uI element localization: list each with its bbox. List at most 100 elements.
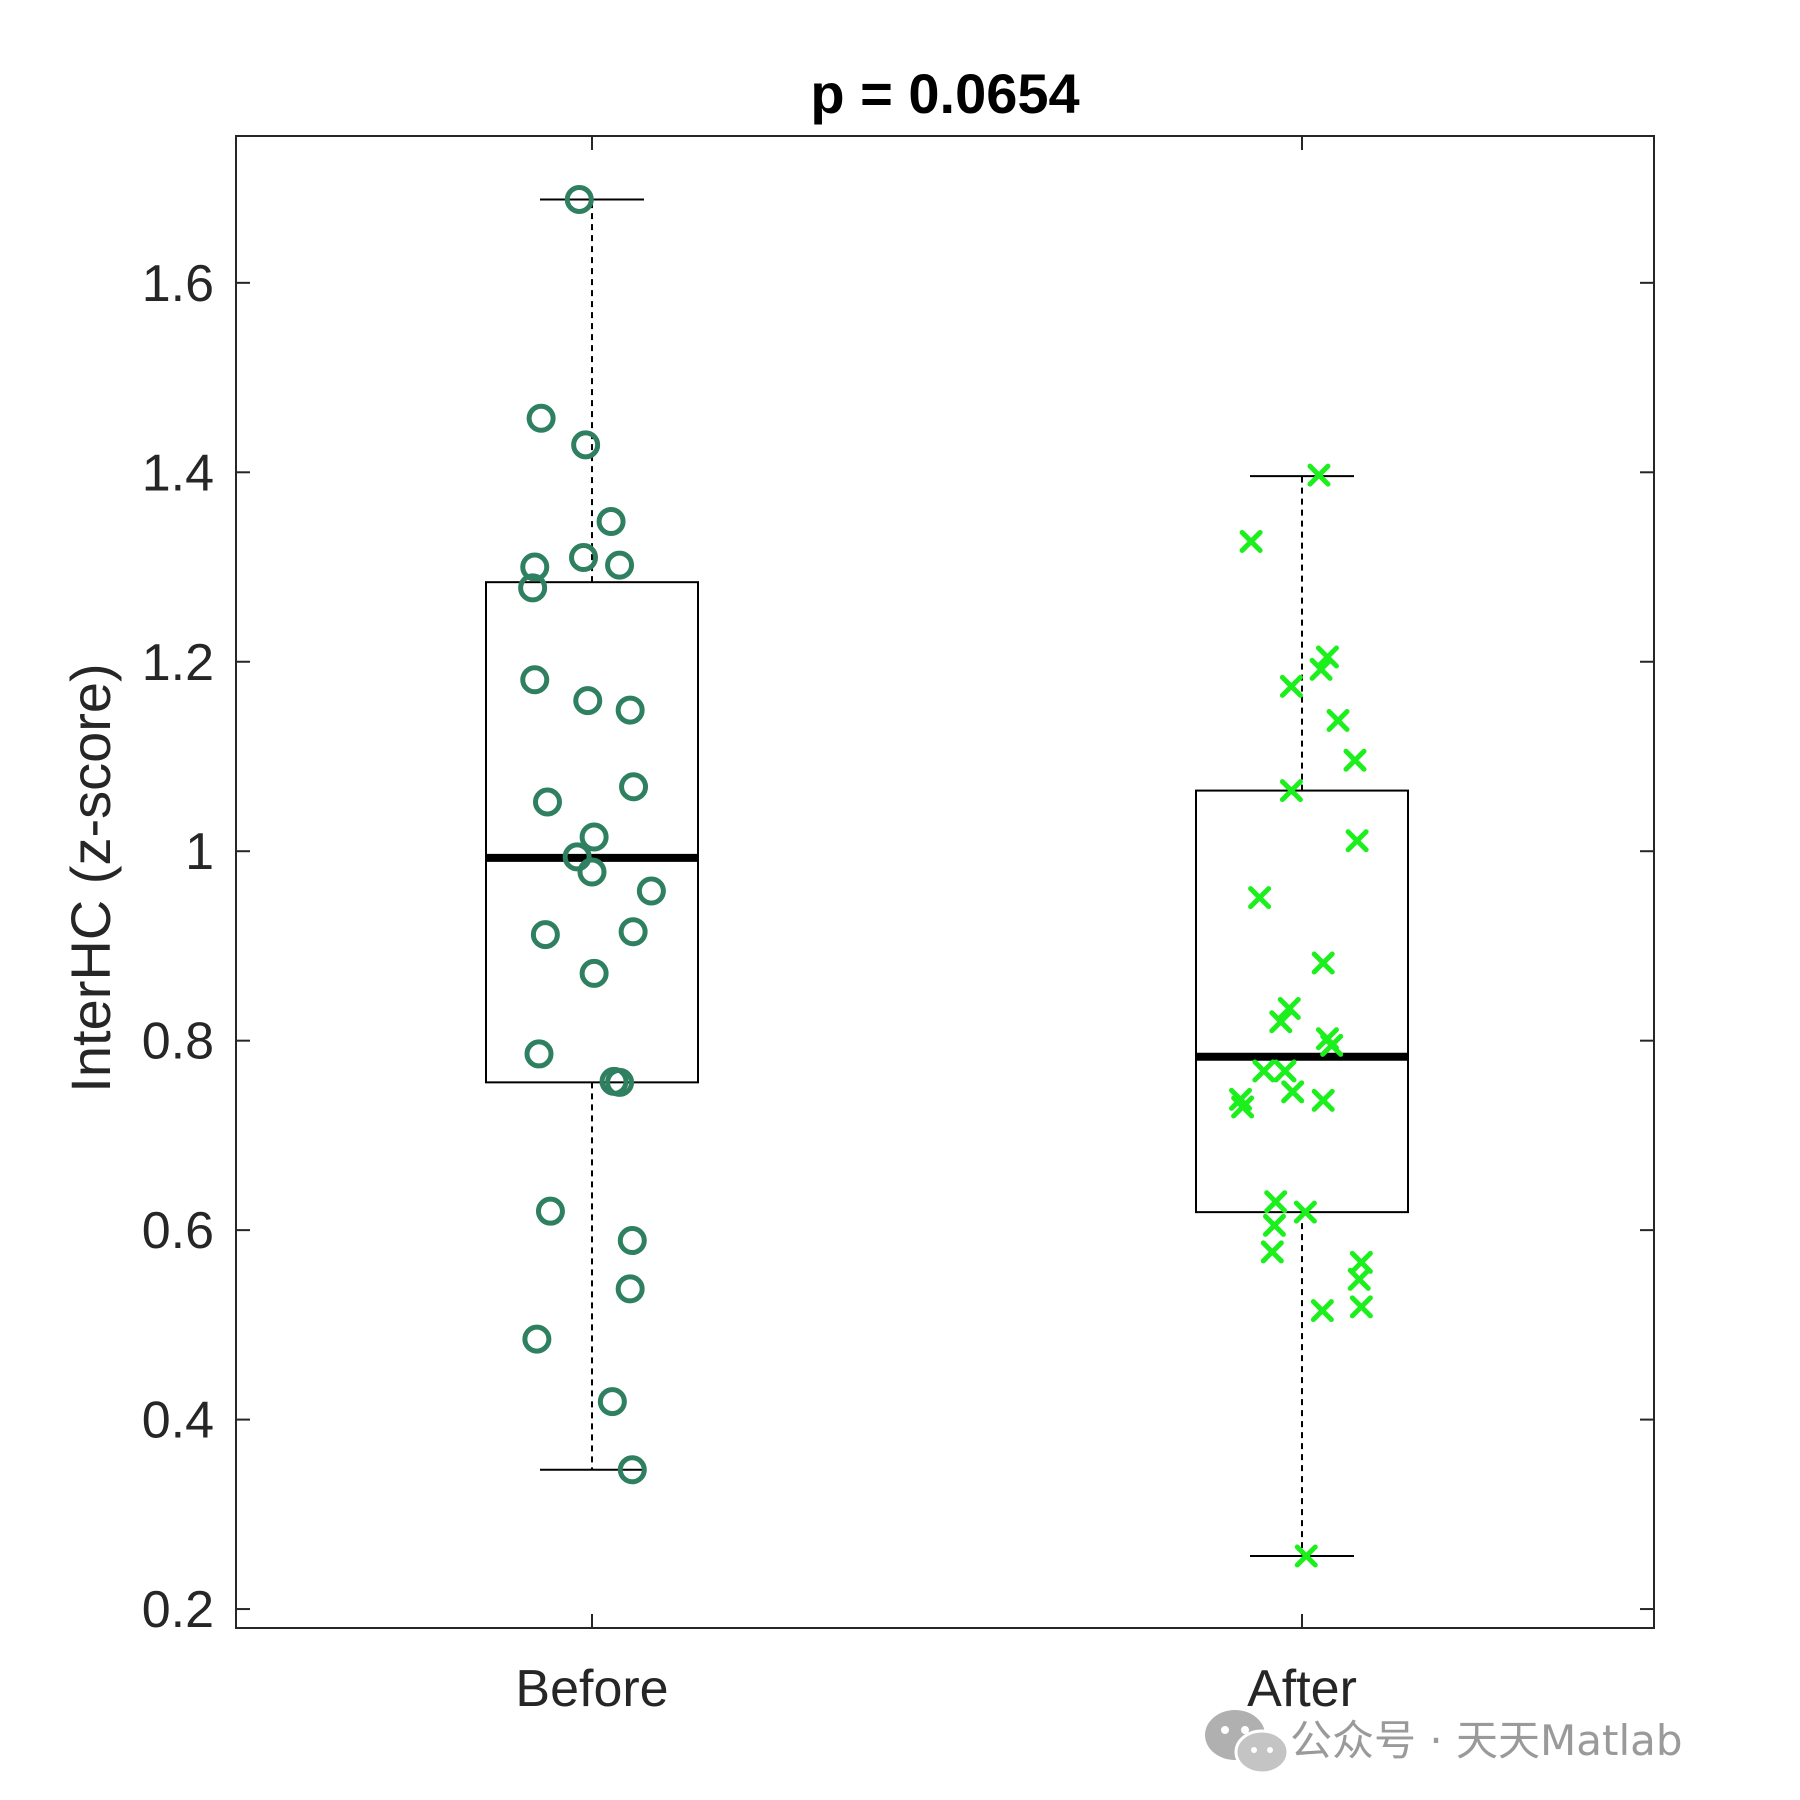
data-point-before	[605, 1067, 635, 1097]
data-point-after	[1343, 748, 1367, 772]
data-point-after	[1311, 951, 1335, 975]
data-point-after	[1273, 1059, 1297, 1083]
data-point-after	[1309, 657, 1333, 681]
y-tick-label: 0.6	[142, 1202, 214, 1260]
x-marker-stroke	[1311, 1088, 1335, 1112]
data-point-before	[520, 552, 550, 582]
x-marker-stroke	[1252, 1059, 1276, 1083]
x-marker-stroke	[1279, 779, 1303, 803]
data-point-after	[1252, 1059, 1276, 1083]
y-tick-label: 1	[185, 823, 214, 881]
x-marker-stroke	[1311, 951, 1335, 975]
data-point-before	[617, 1226, 647, 1256]
x-marker-stroke	[1343, 748, 1367, 772]
x-marker-stroke	[1262, 1213, 1286, 1237]
data-point-after	[1315, 645, 1339, 669]
y-tick-label: 1.6	[142, 255, 214, 313]
data-point-before	[605, 550, 635, 580]
data-point-after	[1231, 1095, 1255, 1119]
data-point-before	[636, 876, 666, 906]
data-point-before	[520, 665, 550, 695]
data-point-after	[1345, 829, 1369, 853]
data-point-before	[617, 1455, 647, 1485]
data-point-after	[1262, 1213, 1286, 1237]
y-tick-label: 0.8	[142, 1013, 214, 1071]
data-point-before	[569, 543, 599, 573]
data-point-before	[518, 573, 548, 603]
x-marker-stroke	[1345, 829, 1369, 853]
x-marker-stroke	[1273, 1059, 1297, 1083]
axes-frame	[235, 135, 1655, 1629]
data-point-after	[1269, 1010, 1293, 1034]
x-marker-stroke	[1309, 657, 1333, 681]
data-point-after	[1264, 1190, 1288, 1214]
data-point-before	[564, 184, 594, 214]
data-point-before	[562, 842, 592, 872]
x-marker-stroke	[1293, 1200, 1317, 1224]
data-point-after	[1277, 996, 1301, 1020]
x-marker-stroke	[1281, 1080, 1305, 1104]
x-marker-stroke	[1260, 1240, 1284, 1264]
data-point-before	[522, 1324, 552, 1354]
x-marker-stroke	[1248, 886, 1272, 910]
data-point-before	[524, 1039, 554, 1069]
data-point-after	[1326, 708, 1350, 732]
data-point-before	[619, 772, 649, 802]
box-after	[1195, 475, 1409, 1558]
x-marker-stroke	[1315, 645, 1339, 669]
x-marker-stroke	[1349, 1295, 1373, 1319]
data-point-after	[1294, 1544, 1318, 1568]
box-series	[485, 198, 1409, 1558]
y-tick-label: 0.2	[142, 1581, 214, 1639]
x-marker-stroke	[1279, 674, 1303, 698]
x-marker-stroke	[1349, 1250, 1373, 1274]
data-point-after	[1279, 674, 1303, 698]
data-point-after	[1239, 529, 1263, 553]
x-marker-stroke	[1320, 1033, 1344, 1057]
x-marker-stroke	[1264, 1190, 1288, 1214]
data-point-before	[615, 695, 645, 725]
x-marker-stroke	[1229, 1087, 1253, 1111]
data-point-after	[1320, 1033, 1344, 1057]
data-point-after	[1248, 886, 1272, 910]
x-tick-label-after: After	[1247, 1660, 1357, 1718]
data-point-before	[596, 507, 626, 537]
watermark-text: 公众号 · 天天Matlab	[1290, 1716, 1683, 1765]
data-point-before	[618, 917, 648, 947]
x-marker-stroke	[1239, 529, 1263, 553]
watermark: 公众号 · 天天Matlab	[1205, 1710, 1683, 1775]
data-point-before	[526, 403, 556, 433]
x-marker-stroke	[1231, 1095, 1255, 1119]
y-axis-label: InterHC (z-score)	[59, 663, 122, 1092]
x-marker-stroke	[1347, 1267, 1371, 1291]
data-point-after	[1281, 1080, 1305, 1104]
data-point-before	[573, 686, 603, 716]
data-point-after	[1311, 1088, 1335, 1112]
wechat-icon	[1205, 1710, 1290, 1775]
x-marker-stroke	[1277, 996, 1301, 1020]
data-point-before	[597, 1387, 627, 1417]
data-point-after	[1349, 1295, 1373, 1319]
x-marker-stroke	[1269, 1010, 1293, 1034]
interquartile-box	[1195, 789, 1409, 1214]
y-tick-label: 0.4	[142, 1392, 214, 1450]
data-point-before	[579, 822, 609, 852]
data-point-after	[1347, 1267, 1371, 1291]
data-point-after	[1307, 463, 1331, 487]
chart-title: p = 0.0654	[810, 62, 1079, 125]
data-point-before	[579, 958, 609, 988]
x-marker-stroke	[1326, 708, 1350, 732]
data-point-after	[1260, 1240, 1284, 1264]
data-point-after	[1279, 779, 1303, 803]
data-point-before	[615, 1274, 645, 1304]
box-before	[485, 198, 699, 1471]
points-before	[518, 184, 666, 1485]
data-point-before	[532, 787, 562, 817]
x-marker-stroke	[1294, 1544, 1318, 1568]
x-marker-stroke	[1310, 1299, 1334, 1323]
interquartile-box	[485, 581, 699, 1084]
x-marker-stroke	[1307, 463, 1331, 487]
plot-axes: 0.2 0.4 0.6 0.8 1 1.2 1.4 1.6 Before After	[142, 135, 1655, 1718]
scatter-points	[518, 184, 1373, 1568]
